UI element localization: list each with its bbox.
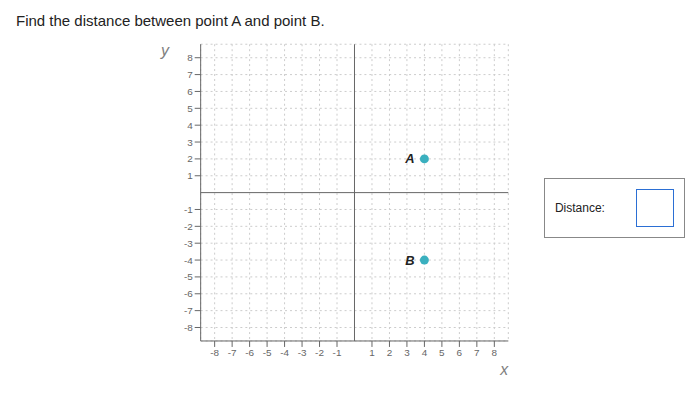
- svg-text:2: 2: [187, 153, 193, 164]
- svg-text:5: 5: [187, 103, 193, 114]
- svg-text:4: 4: [422, 347, 428, 358]
- svg-text:-8: -8: [184, 322, 193, 333]
- svg-text:-1: -1: [332, 347, 341, 358]
- svg-text:-6: -6: [245, 347, 254, 358]
- svg-text:8: 8: [491, 347, 497, 358]
- svg-text:-3: -3: [184, 238, 193, 249]
- svg-text:3: 3: [187, 137, 193, 148]
- svg-text:7: 7: [187, 69, 193, 80]
- svg-text:B: B: [405, 253, 414, 268]
- svg-text:-6: -6: [184, 288, 193, 299]
- svg-text:-2: -2: [184, 221, 193, 232]
- html-text:Find the distance between poin: Find the distance between point A and po…: [16, 12, 325, 29]
- svg-text:-5: -5: [184, 271, 193, 282]
- svg-text:A: A: [404, 151, 414, 166]
- svg-text:5: 5: [439, 347, 445, 358]
- svg-text:1: 1: [187, 170, 193, 181]
- svg-text:-4: -4: [184, 255, 193, 266]
- svg-text:-3: -3: [298, 347, 307, 358]
- svg-text:-7: -7: [228, 347, 237, 358]
- svg-text:-7: -7: [184, 305, 193, 316]
- svg-text:6: 6: [456, 347, 462, 358]
- svg-text:-1: -1: [184, 204, 193, 215]
- html-text:Distance:: Distance:: [554, 200, 605, 215]
- svg-text:8: 8: [187, 52, 193, 63]
- svg-text:-4: -4: [280, 347, 289, 358]
- svg-text:7: 7: [474, 347, 480, 358]
- svg-text:1: 1: [369, 347, 375, 358]
- svg-text:6: 6: [187, 86, 193, 97]
- svg-text:-5: -5: [263, 347, 272, 358]
- svg-text:4: 4: [187, 120, 193, 131]
- svg-text:x: x: [499, 361, 509, 378]
- svg-text:3: 3: [404, 347, 410, 358]
- svg-text:-8: -8: [210, 347, 219, 358]
- svg-text:-2: -2: [315, 347, 324, 358]
- svg-text:2: 2: [387, 347, 393, 358]
- svg-text:y: y: [160, 42, 170, 59]
